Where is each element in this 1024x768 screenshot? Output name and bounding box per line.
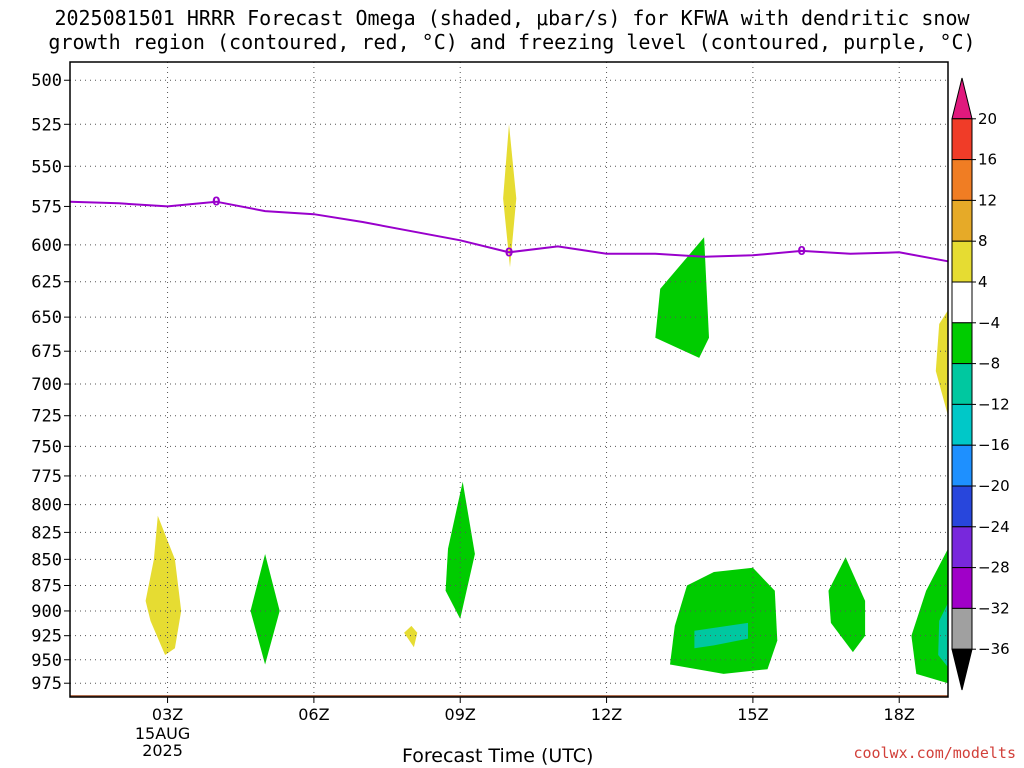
y-tick-label: 950 [31, 651, 62, 671]
colorbar-swatch [951, 281, 973, 324]
colorbar-tick-label: −8 [978, 355, 1000, 373]
y-tick-label: 925 [31, 627, 62, 647]
omega-region-9 [828, 557, 866, 653]
omega-region-1 [503, 124, 517, 268]
omega-region-7 [445, 481, 475, 619]
y-tick-label: 575 [31, 197, 62, 217]
colorbar-swatch [951, 485, 973, 528]
x-tick-label: 09Z [445, 705, 476, 724]
y-tick-label: 675 [31, 342, 62, 362]
colorbar-swatch [951, 403, 973, 446]
x-tick-label: 15Z [737, 705, 768, 724]
colorbar-swatch [951, 240, 973, 283]
colorbar-swatch [951, 607, 973, 650]
colorbar-swatch [951, 567, 973, 609]
colorbar-tick-label: −16 [978, 436, 1010, 454]
y-tick-label: 500 [31, 71, 62, 91]
colorbar-tick-label: 12 [978, 191, 997, 209]
y-tick-label: 900 [31, 602, 62, 622]
colorbar-tick-label: −4 [978, 314, 1000, 332]
plot-frame [69, 61, 949, 698]
colorbar-swatch [951, 199, 973, 242]
omega-region-11 [694, 622, 748, 649]
colorbar-swatch [951, 159, 973, 201]
omega-shading [145, 124, 948, 684]
y-tick-label: 550 [31, 157, 62, 177]
omega-region-5 [655, 237, 709, 358]
colorbar-tick-label: 4 [978, 273, 988, 291]
freezing-level-label: 0 [212, 195, 220, 209]
y-tick-label: 975 [31, 674, 62, 694]
colorbar-triangle-top [951, 77, 973, 120]
colorbar-tick-label: −24 [978, 518, 1010, 536]
omega-region-6 [250, 554, 280, 665]
x-tick-label: 12Z [591, 705, 622, 724]
terrain-surface [70, 695, 948, 697]
x-tick-label: 18Z [884, 705, 915, 724]
y-tick-label: 825 [31, 523, 62, 543]
x-tick-date: 15AUG [135, 724, 190, 743]
colorbar-tick-label: −28 [978, 559, 1010, 577]
omega-region-8 [670, 567, 778, 674]
colorbar-tick-label: 20 [978, 110, 997, 128]
omega-region-12 [938, 602, 948, 668]
colorbar-swatch [951, 526, 973, 569]
colorbar-swatch [951, 444, 973, 487]
freezing-level-line [69, 200, 949, 263]
y-tick-label: 600 [31, 236, 62, 256]
x-tick-label: 06Z [298, 705, 329, 724]
y-tick-label: 875 [31, 577, 62, 597]
colorbar-swatch [951, 118, 973, 161]
colorbar-tick-label: 16 [978, 151, 997, 169]
x-tick-label: 03Z [152, 705, 183, 724]
omega-region-2 [145, 515, 182, 655]
y-tick-label: 750 [31, 437, 62, 457]
x-tick-year: 2025 [142, 741, 183, 760]
y-tick-label: 725 [31, 407, 62, 427]
omega-region-4 [935, 310, 948, 416]
chart-title: 2025081501 HRRR Forecast Omega (shaded, … [0, 6, 1024, 54]
y-tick-label: 525 [31, 115, 62, 135]
colorbar-tick-label: −32 [978, 599, 1010, 617]
colorbar: 20 16 12 8 4 −4 −8 −12 −16 −20 −24 −28 −32 −36 [951, 77, 1010, 691]
x-axis-label: Forecast Time (UTC) [402, 745, 594, 767]
y-tick-label: 700 [31, 375, 62, 395]
colorbar-tick-label: −36 [978, 640, 1010, 658]
freezing-level-label: 0 [505, 245, 513, 259]
colorbar-triangle-bottom [951, 648, 973, 691]
freezing-level-label: 0 [797, 244, 805, 258]
omega-region-3 [404, 625, 418, 648]
chart-title-line1: 2025081501 HRRR Forecast Omega (shaded, … [54, 6, 970, 30]
colorbar-tick-label: −12 [978, 395, 1010, 413]
y-tick-label: 775 [31, 467, 62, 487]
colorbar-tick-label: 8 [978, 232, 988, 250]
y-tick-label: 800 [31, 496, 62, 516]
y-tick-label: 850 [31, 550, 62, 570]
y-tick-label: 625 [31, 273, 62, 293]
watermark: coolwx.com/modelts [853, 744, 1016, 762]
colorbar-tick-label: −20 [978, 477, 1010, 495]
colorbar-swatch [951, 363, 973, 405]
chart-title-line2: growth region (contoured, red, °C) and f… [48, 30, 976, 54]
y-tick-label: 650 [31, 308, 62, 328]
colorbar-swatch [951, 322, 973, 365]
plot-area: 0 0 0 500 525 550 575 600 625 650 675 700 725 750 775 8… [31, 61, 949, 760]
